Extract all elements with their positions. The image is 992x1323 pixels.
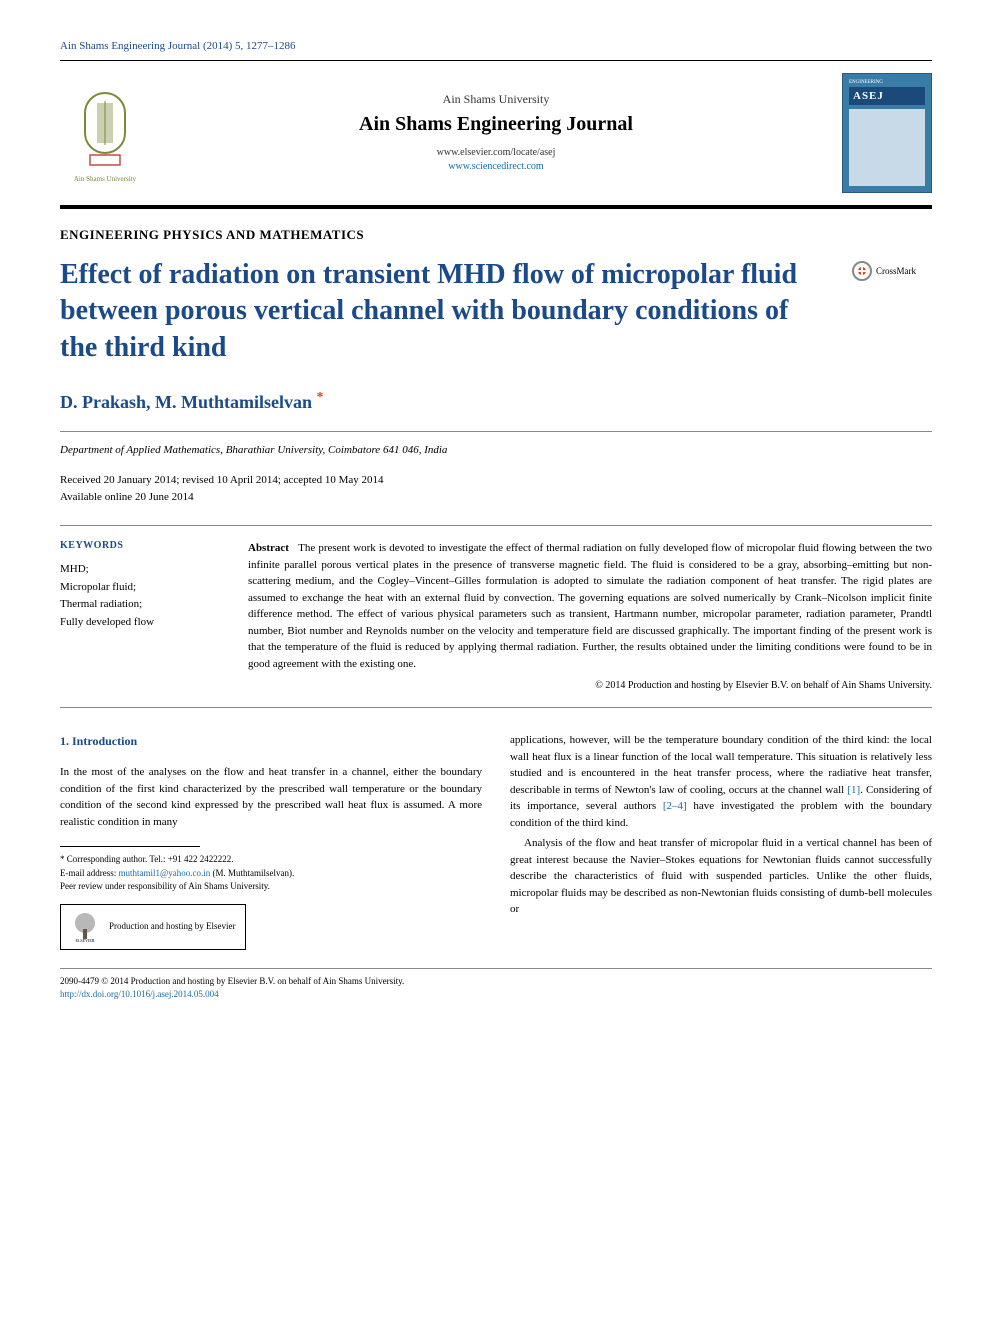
- keywords-label: KEYWORDS: [60, 540, 220, 551]
- header-center: Ain Shams University Ain Shams Engineeri…: [170, 92, 822, 174]
- footnote-email-label: E-mail address:: [60, 868, 118, 878]
- issn-copyright: 2090-4479 © 2014 Production and hosting …: [60, 975, 932, 989]
- article-dates: Received 20 January 2014; revised 10 Apr…: [60, 472, 932, 505]
- abstract-block: KEYWORDS MHD; Micropolar fluid; Thermal …: [60, 540, 932, 693]
- affiliation: Department of Applied Mathematics, Bhara…: [60, 444, 932, 456]
- footnote-email-suffix: (M. Muthtamilselvan).: [210, 868, 294, 878]
- abstract-text: The present work is devoted to investiga…: [248, 542, 932, 670]
- abstract-copyright: © 2014 Production and hosting by Elsevie…: [248, 678, 932, 693]
- top-rule: [60, 60, 932, 61]
- sciencedirect-link[interactable]: www.sciencedirect.com: [170, 160, 822, 174]
- corresponding-star-icon: *: [317, 390, 324, 405]
- hosting-block: ELSEVIER Production and hosting by Elsev…: [60, 904, 246, 950]
- abstract-column: Abstract The present work is devoted to …: [248, 540, 932, 693]
- title-row: Effect of radiation on transient MHD flo…: [60, 257, 932, 366]
- elsevier-link[interactable]: www.elsevier.com/locate/asej: [170, 146, 822, 160]
- dates-received: Received 20 January 2014; revised 10 Apr…: [60, 472, 932, 489]
- cover-building-art: [849, 109, 925, 186]
- abstract-top-rule: [60, 525, 932, 526]
- footnote-email[interactable]: muthtamil1@yahoo.co.in: [118, 868, 210, 878]
- hosting-text: Production and hosting by Elsevier: [109, 920, 235, 934]
- author-rule: [60, 431, 932, 432]
- ref-link-2-4[interactable]: [2–4]: [663, 800, 687, 812]
- footnote-corresponding: * Corresponding author. Tel.: +91 422 24…: [60, 853, 482, 867]
- dates-online: Available online 20 June 2014: [60, 489, 932, 506]
- university-logo-text: Ain Shams University: [74, 175, 136, 183]
- body-columns: 1. Introduction In the most of the analy…: [60, 732, 932, 950]
- header-rule: [60, 205, 932, 209]
- journal-cover: ENGINEERING ASEJ: [842, 73, 932, 193]
- authors: D. Prakash, M. Muthtamilselvan *: [60, 390, 932, 413]
- intro-paragraph-1: In the most of the analyses on the flow …: [60, 764, 482, 830]
- abstract-label: Abstract: [248, 542, 289, 554]
- publisher-name: Ain Shams University: [170, 92, 822, 107]
- citation-header: Ain Shams Engineering Journal (2014) 5, …: [60, 40, 932, 52]
- doi-link[interactable]: http://dx.doi.org/10.1016/j.asej.2014.05…: [60, 988, 932, 1002]
- cover-acronym: ASEJ: [849, 87, 925, 105]
- section-label: ENGINEERING PHYSICS AND MATHEMATICS: [60, 227, 932, 243]
- crossmark-icon: [852, 261, 872, 281]
- footnote-peer-review: Peer review under responsibility of Ain …: [60, 880, 482, 894]
- bottom-meta: 2090-4479 © 2014 Production and hosting …: [60, 975, 932, 1002]
- intro-heading: 1. Introduction: [60, 732, 482, 750]
- cover-label: ENGINEERING: [849, 80, 925, 85]
- article-title: Effect of radiation on transient MHD flo…: [60, 257, 832, 366]
- svg-text:ELSEVIER: ELSEVIER: [76, 938, 95, 943]
- body-col-left: 1. Introduction In the most of the analy…: [60, 732, 482, 950]
- footnote-rule: [60, 846, 200, 847]
- journal-links: www.elsevier.com/locate/asej www.science…: [170, 146, 822, 174]
- abstract-bottom-rule: [60, 707, 932, 708]
- journal-name: Ain Shams Engineering Journal: [170, 113, 822, 136]
- journal-header: Ain Shams University Ain Shams Universit…: [60, 73, 932, 193]
- body-col-right: applications, however, will be the tempe…: [510, 732, 932, 950]
- col2-paragraph-2: Analysis of the flow and heat transfer o…: [510, 835, 932, 918]
- university-logo: Ain Shams University: [60, 73, 150, 193]
- crossmark-label: CrossMark: [876, 266, 916, 276]
- bottom-rule: [60, 968, 932, 969]
- keywords-column: KEYWORDS MHD; Micropolar fluid; Thermal …: [60, 540, 220, 693]
- footnote-email-line: E-mail address: muthtamil1@yahoo.co.in (…: [60, 867, 482, 881]
- footnotes: * Corresponding author. Tel.: +91 422 24…: [60, 853, 482, 894]
- crossmark-badge[interactable]: CrossMark: [852, 261, 932, 281]
- elsevier-tree-icon: ELSEVIER: [71, 911, 99, 943]
- col2-paragraph-1: applications, however, will be the tempe…: [510, 732, 932, 831]
- keywords-list: MHD; Micropolar fluid; Thermal radiation…: [60, 561, 220, 631]
- authors-names: D. Prakash, M. Muthtamilselvan: [60, 392, 312, 412]
- ref-link-1[interactable]: [1]: [847, 784, 860, 796]
